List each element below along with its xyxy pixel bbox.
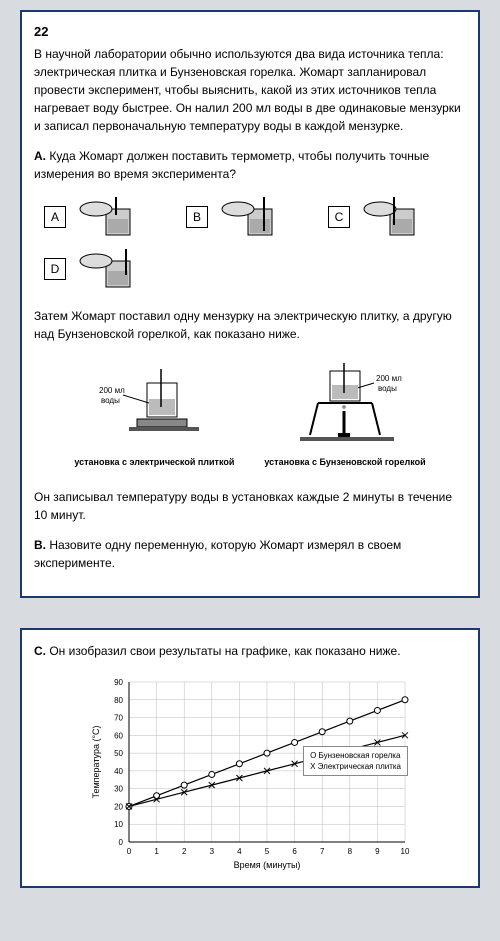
svg-text:70: 70 <box>114 713 123 722</box>
svg-text:4: 4 <box>237 847 242 856</box>
legend-elec: X Электрическая плитка <box>310 762 401 771</box>
question-card-1: 22 В научной лаборатории обычно использу… <box>20 10 480 598</box>
setup-bunsen-label: установка с Бунзеновской горелкой <box>264 457 425 468</box>
svg-text:200 мл: 200 мл <box>376 374 402 383</box>
beaker-icon-c <box>360 195 430 239</box>
svg-text:9: 9 <box>375 847 380 856</box>
svg-text:6: 6 <box>292 847 297 856</box>
svg-text:2: 2 <box>182 847 187 856</box>
setup-diagram: 200 мл воды установка с электрической пл… <box>34 363 466 468</box>
option-c[interactable]: C <box>328 195 430 239</box>
svg-text:воды: воды <box>101 396 120 405</box>
svg-text:10: 10 <box>114 820 123 829</box>
svg-text:20: 20 <box>114 802 123 811</box>
svg-text:40: 40 <box>114 767 123 776</box>
svg-text:воды: воды <box>378 384 397 393</box>
question-card-2: C. Он изобразил свои результаты на графи… <box>20 628 480 888</box>
beaker-icon-a <box>76 195 146 239</box>
part-b-text: Назовите одну переменную, которую Жомарт… <box>34 538 401 570</box>
electric-setup-icon: 200 мл воды <box>89 363 219 453</box>
chart-legend: О Бунзеновская горелка X Электрическая п… <box>303 746 408 776</box>
option-b[interactable]: B <box>186 195 288 239</box>
svg-text:60: 60 <box>114 731 123 740</box>
svg-text:50: 50 <box>114 749 123 758</box>
part-a-label: A. <box>34 149 46 163</box>
part-a-text: Куда Жомарт должен поставить термометр, … <box>34 149 429 181</box>
part-c-label: C. <box>34 644 46 658</box>
svg-text:30: 30 <box>114 784 123 793</box>
legend-bunsen: О Бунзеновская горелка <box>310 751 401 760</box>
svg-text:90: 90 <box>114 678 123 687</box>
part-b-label: B. <box>34 538 46 552</box>
part-c-text: Он изобразил свои результаты на графике,… <box>49 644 400 658</box>
option-a[interactable]: A <box>44 195 146 239</box>
svg-text:Температура (°C): Температура (°C) <box>91 725 101 798</box>
setup-electric: 200 мл воды установка с электрической пл… <box>74 363 234 468</box>
svg-text:200 мл: 200 мл <box>99 386 125 395</box>
option-d-box: D <box>44 258 66 280</box>
svg-text:80: 80 <box>114 696 123 705</box>
question-number: 22 <box>34 24 466 39</box>
svg-text:10: 10 <box>401 847 410 856</box>
svg-text:Время (минуты): Время (минуты) <box>234 860 301 870</box>
svg-text:8: 8 <box>348 847 353 856</box>
svg-text:7: 7 <box>320 847 325 856</box>
mid-paragraph: Затем Жомарт поставил одну мензурку на э… <box>34 307 466 343</box>
option-c-box: C <box>328 206 350 228</box>
option-d[interactable]: D <box>44 247 146 291</box>
part-a: A. Куда Жомарт должен поставить термомет… <box>34 147 466 183</box>
part-c: C. Он изобразил свои результаты на графи… <box>34 642 466 660</box>
setup-electric-label: установка с электрической плиткой <box>74 457 234 468</box>
bunsen-setup-icon: 200 мл воды <box>280 363 410 453</box>
option-a-box: A <box>44 206 66 228</box>
options-grid: A B C <box>44 195 466 291</box>
record-paragraph: Он записывал температуру воды в установк… <box>34 488 466 524</box>
option-b-box: B <box>186 206 208 228</box>
beaker-icon-b <box>218 195 288 239</box>
svg-text:0: 0 <box>119 838 124 847</box>
svg-text:5: 5 <box>265 847 270 856</box>
intro-paragraph: В научной лаборатории обычно используютс… <box>34 45 466 135</box>
svg-text:1: 1 <box>154 847 159 856</box>
svg-text:0: 0 <box>127 847 132 856</box>
beaker-icon-d <box>76 247 146 291</box>
part-b: B. Назовите одну переменную, которую Жом… <box>34 536 466 572</box>
setup-bunsen: 200 мл воды установка с Бунзеновской гор… <box>264 363 425 468</box>
svg-text:3: 3 <box>210 847 215 856</box>
